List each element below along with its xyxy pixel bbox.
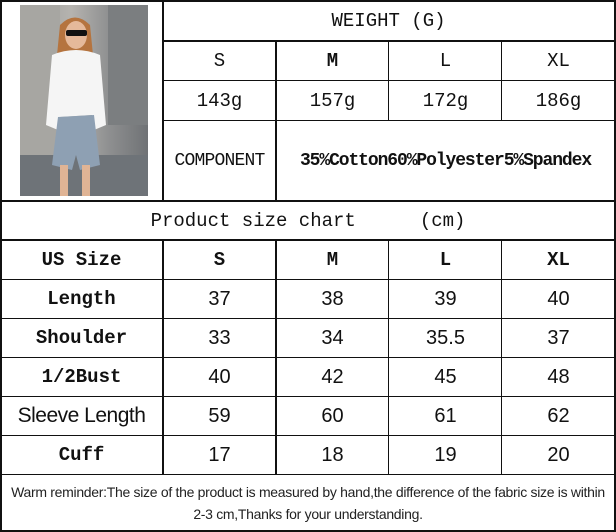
cell: 38 [321, 287, 344, 310]
header-us-size: US Size [41, 249, 122, 271]
header-xl: XL [547, 249, 570, 271]
warm-reminder: Warm reminder:The size of the product is… [11, 484, 605, 522]
weight-size-s: S [213, 50, 226, 72]
header-s: S [213, 249, 226, 271]
cell: 17 [208, 443, 231, 466]
component-value: 35%Cotton60%Polyester5%Spandex [299, 150, 592, 171]
row-label: Length [47, 288, 116, 310]
size-chart-title-text: Product size chart [150, 209, 356, 232]
cell: 40 [547, 287, 570, 310]
cell: 18 [321, 443, 344, 466]
size-chart-unit: (cm) [419, 209, 466, 232]
cell: 60 [321, 404, 344, 427]
weight-value-s: 143g [196, 89, 243, 112]
cell: 42 [321, 365, 344, 388]
cell: 40 [208, 365, 231, 388]
header-m: M [326, 249, 339, 271]
row-label: Shoulder [35, 327, 128, 349]
cell: 59 [208, 404, 231, 427]
cell: 37 [208, 287, 231, 310]
cell: 39 [434, 287, 457, 310]
product-photo [20, 5, 148, 196]
weight-value-m: 157g [309, 89, 356, 112]
model-illustration [20, 5, 148, 196]
component-label: COMPONENT [174, 150, 265, 171]
cell: 33 [208, 326, 231, 349]
cell: 34 [321, 326, 344, 349]
cell: 62 [547, 404, 570, 427]
cell: 35.5 [426, 326, 465, 349]
cell: 48 [547, 365, 570, 388]
row-label: Cuff [58, 444, 105, 466]
weight-value-xl: 186g [535, 89, 582, 112]
cell: 19 [434, 443, 457, 466]
weight-size-m: M [326, 50, 339, 72]
cell: 61 [434, 404, 457, 427]
weight-value-l: 172g [422, 89, 469, 112]
cell: 45 [434, 365, 457, 388]
cell: 20 [547, 443, 570, 466]
size-chart-title: Product size chart (cm) [0, 202, 616, 239]
row-label: 1/2Bust [41, 366, 122, 388]
header-l: L [439, 249, 452, 271]
weight-size-l: L [439, 50, 452, 72]
cell: 37 [547, 326, 570, 349]
weight-size-xl: XL [547, 50, 570, 72]
row-label: Sleeve Length [17, 404, 146, 427]
weight-title: WEIGHT (G) [331, 10, 446, 32]
